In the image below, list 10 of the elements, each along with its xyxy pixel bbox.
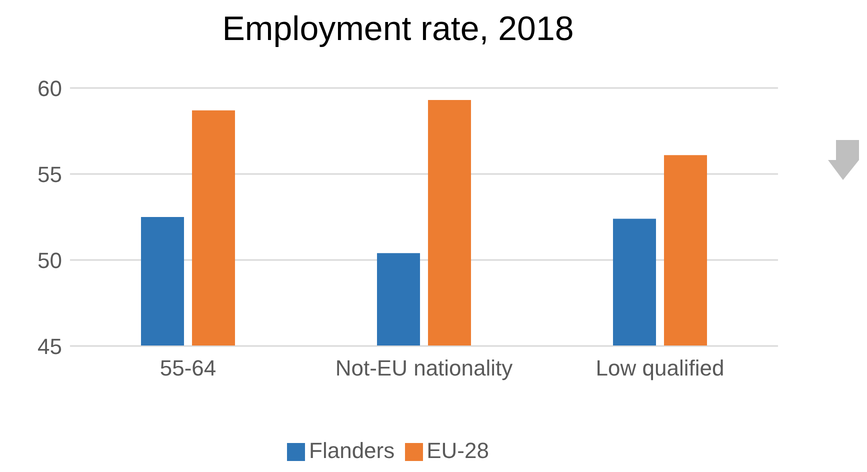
x-tick-label: Not-EU nationality xyxy=(335,356,513,381)
y-tick-label: 45 xyxy=(38,334,62,359)
y-tick-label: 55 xyxy=(38,162,62,187)
legend-label: Flanders xyxy=(309,438,395,463)
x-tick-label: 55-64 xyxy=(160,356,216,381)
y-tick-label: 50 xyxy=(38,248,62,273)
legend-label: EU-28 xyxy=(426,438,489,463)
x-tick-label: Low qualified xyxy=(596,356,724,381)
y-tick-label: 60 xyxy=(38,76,62,101)
chart-title: Employment rate, 2018 xyxy=(221,10,575,49)
